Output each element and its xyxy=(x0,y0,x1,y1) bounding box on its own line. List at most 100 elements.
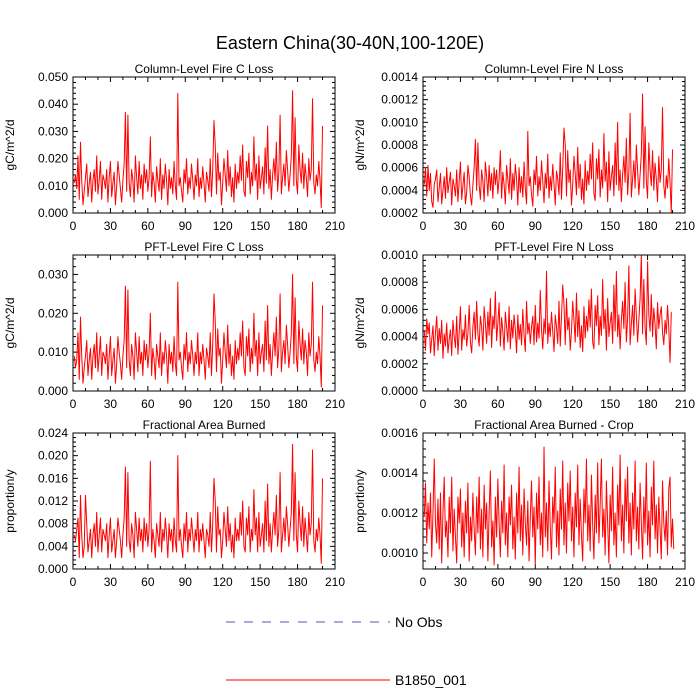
y-tick-label: 0.0006 xyxy=(381,302,418,316)
series-line-b1850-001 xyxy=(423,446,675,566)
y-tick-label: 0.0016 xyxy=(381,426,418,440)
y-axis-label: proportion/y xyxy=(353,469,367,532)
panel-fractional-area-burned-crop: Fractional Area Burned - Crop proportion/… xyxy=(353,418,695,589)
y-tick-label: 0.0014 xyxy=(381,70,418,84)
x-tick-label: 120 xyxy=(213,397,233,411)
y-tick-label: 0.040 xyxy=(38,97,68,111)
y-tick-label: 0.0006 xyxy=(381,161,418,175)
y-axis-label: proportion/y xyxy=(3,469,17,532)
y-tick-label: 0.030 xyxy=(38,124,68,138)
x-tick-label: 0 xyxy=(70,575,77,589)
x-tick-label: 90 xyxy=(529,575,543,589)
x-tick-label: 30 xyxy=(454,219,468,233)
series-line-b1850-001 xyxy=(73,90,324,209)
x-tick-label: 120 xyxy=(563,397,583,411)
x-tick-label: 180 xyxy=(638,397,658,411)
x-tick-label: 210 xyxy=(675,397,695,411)
x-tick-label: 210 xyxy=(325,219,345,233)
x-tick-label: 90 xyxy=(179,575,193,589)
y-tick-label: 0.0004 xyxy=(381,330,418,344)
series-line-b1850-001 xyxy=(423,254,672,363)
panels: Column-Level Fire C Loss gC/m^2/d 0 30 60 90 1… xyxy=(3,62,695,589)
y-tick-label: 0.0014 xyxy=(381,466,418,480)
y-tick-label: 0.010 xyxy=(38,179,68,193)
y-tick-label: 0.0008 xyxy=(381,138,418,152)
y-tick-label: 0.008 xyxy=(38,517,68,531)
y-tick-label: 0.0012 xyxy=(381,506,418,520)
series-line-b1850-001 xyxy=(73,443,324,564)
x-tick-label: 30 xyxy=(454,397,468,411)
y-tick-label: 0.0002 xyxy=(381,206,418,220)
x-tick-label: 0 xyxy=(70,219,77,233)
x-tick-label: 120 xyxy=(213,575,233,589)
x-tick-label: 150 xyxy=(600,219,620,233)
x-tick-label: 30 xyxy=(454,575,468,589)
panel-title: Column-Level Fire N Loss xyxy=(485,62,624,76)
plot-frame xyxy=(422,76,686,214)
y-tick-label: 0.0010 xyxy=(381,248,418,262)
y-tick-label: 0.0008 xyxy=(381,275,418,289)
x-tick-label: 0 xyxy=(420,575,427,589)
legend-no-obs-label: No Obs xyxy=(395,614,442,630)
y-axis-label: gC/m^2/d xyxy=(3,120,17,171)
y-tick-label: 0.000 xyxy=(38,562,68,576)
panel-column-level-fire-n-loss: Column-Level Fire N Loss gN/m^2/d 0 30 60 90 1… xyxy=(353,62,695,233)
y-axis-label: gN/m^2/d xyxy=(353,298,367,349)
series-line-b1850-001 xyxy=(423,93,674,214)
x-tick-label: 180 xyxy=(638,219,658,233)
x-tick-label: 90 xyxy=(179,397,193,411)
x-tick-label: 180 xyxy=(288,575,308,589)
y-tick-label: 0.012 xyxy=(38,494,68,508)
y-tick-label: 0.050 xyxy=(38,70,68,84)
y-tick-label: 0.0012 xyxy=(381,93,418,107)
x-tick-label: 120 xyxy=(563,219,583,233)
y-tick-label: 0.030 xyxy=(38,267,68,281)
y-tick-label: 0.0004 xyxy=(381,183,418,197)
x-tick-label: 180 xyxy=(288,219,308,233)
x-tick-label: 0 xyxy=(420,397,427,411)
panel-title: Fractional Area Burned xyxy=(143,418,266,432)
x-tick-label: 60 xyxy=(491,219,505,233)
x-tick-label: 60 xyxy=(141,219,155,233)
x-tick-label: 150 xyxy=(250,397,270,411)
x-tick-label: 0 xyxy=(420,219,427,233)
y-tick-label: 0.016 xyxy=(38,471,68,485)
plot-frame xyxy=(72,254,336,392)
y-tick-label: 0.0000 xyxy=(381,384,418,398)
legend-b1850-label: B1850_001 xyxy=(395,672,467,688)
y-tick-label: 0.0002 xyxy=(381,357,418,371)
x-tick-label: 90 xyxy=(529,219,543,233)
panel-pft-level-fire-n-loss: PFT-Level Fire N Loss gN/m^2/d 0 30 60 90 120 1… xyxy=(353,240,695,411)
legend: No Obs B1850_001 xyxy=(226,614,467,688)
x-tick-label: 60 xyxy=(141,397,155,411)
x-tick-label: 210 xyxy=(325,575,345,589)
x-tick-label: 30 xyxy=(104,219,118,233)
plot-frame xyxy=(72,432,336,570)
x-tick-label: 150 xyxy=(250,219,270,233)
panel-title: PFT-Level Fire N Loss xyxy=(494,240,613,254)
panel-title: Fractional Area Burned - Crop xyxy=(474,418,634,432)
y-tick-label: 0.0010 xyxy=(381,546,418,560)
y-axis-label: gC/m^2/d xyxy=(3,298,17,349)
x-tick-label: 90 xyxy=(529,397,543,411)
x-tick-label: 90 xyxy=(179,219,193,233)
x-tick-label: 30 xyxy=(104,397,118,411)
plot-frame xyxy=(422,432,686,570)
y-tick-label: 0.020 xyxy=(38,306,68,320)
x-tick-label: 180 xyxy=(638,575,658,589)
plot-frame xyxy=(422,254,686,392)
panel-fractional-area-burned: Fractional Area Burned proportion/y 0 30 60 9… xyxy=(3,418,345,589)
y-tick-label: 0.020 xyxy=(38,449,68,463)
panel-title: PFT-Level Fire C Loss xyxy=(144,240,263,254)
panel-column-level-fire-c-loss: Column-Level Fire C Loss gC/m^2/d 0 30 60 90 1… xyxy=(3,62,345,233)
y-tick-label: 0.004 xyxy=(38,539,68,553)
x-tick-label: 210 xyxy=(675,575,695,589)
x-tick-label: 60 xyxy=(491,575,505,589)
x-tick-label: 180 xyxy=(288,397,308,411)
x-tick-label: 0 xyxy=(70,397,77,411)
x-tick-label: 150 xyxy=(600,575,620,589)
y-axis-label: gN/m^2/d xyxy=(353,120,367,171)
y-tick-label: 0.020 xyxy=(38,152,68,166)
